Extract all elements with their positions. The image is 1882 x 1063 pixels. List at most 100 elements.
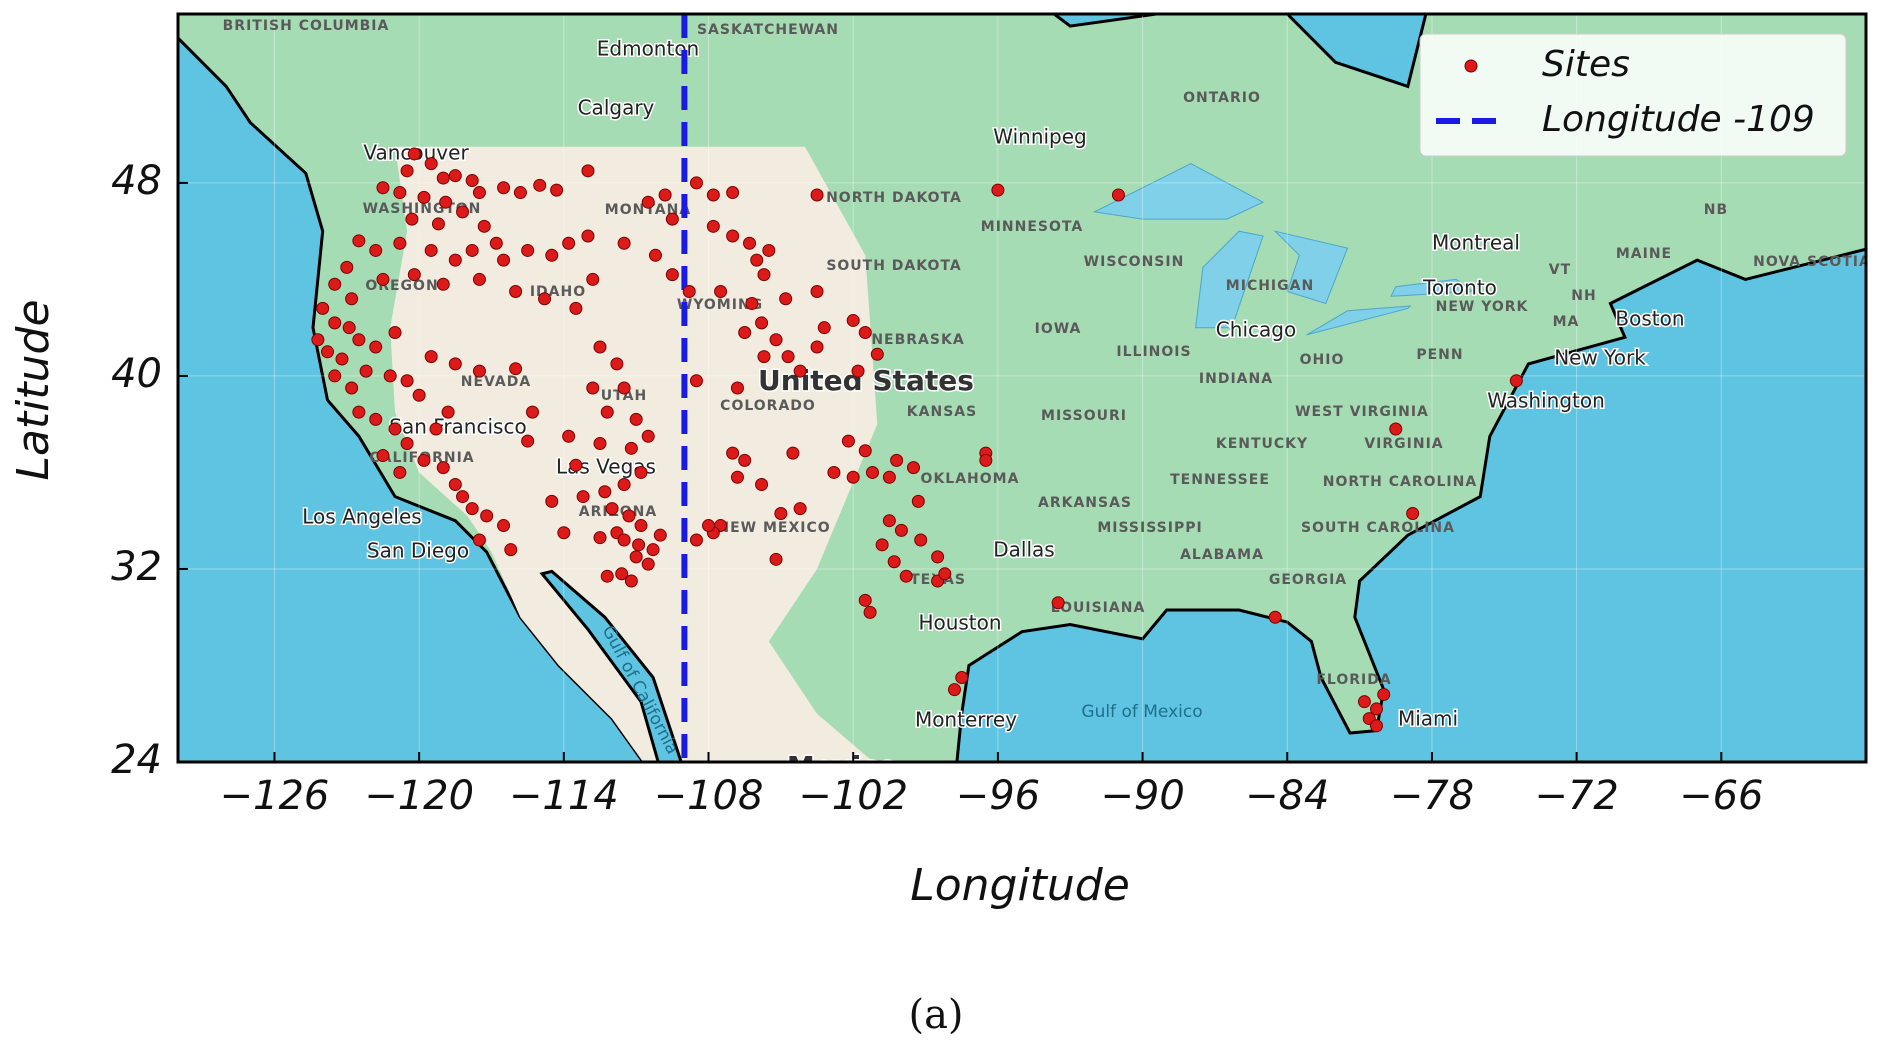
- site-point: [726, 229, 740, 243]
- y-tick-label: 24: [111, 737, 162, 783]
- site-point: [448, 478, 462, 492]
- site-point: [400, 164, 414, 178]
- site-point: [424, 350, 438, 364]
- site-point: [617, 381, 631, 395]
- site-point: [658, 188, 672, 202]
- map-label: Houston: [918, 611, 1001, 635]
- site-point: [504, 543, 518, 557]
- lake: [1092, 163, 1265, 220]
- site-point: [769, 333, 783, 347]
- site-point: [448, 169, 462, 183]
- map-label: MISSOURI: [1041, 408, 1127, 424]
- site-point: [781, 350, 795, 364]
- site-point: [562, 429, 576, 443]
- site-point: [581, 229, 595, 243]
- site-point: [726, 186, 740, 200]
- map-label: VT: [1549, 262, 1571, 278]
- x-axis-label: Longitude: [910, 860, 1130, 911]
- site-point: [991, 183, 1005, 197]
- site-point: [738, 453, 752, 467]
- site-point: [882, 470, 896, 484]
- x-tick-label: −114: [509, 773, 619, 819]
- site-point: [858, 444, 872, 458]
- site-point: [533, 178, 547, 192]
- site-point: [846, 313, 860, 327]
- site-point: [682, 284, 696, 298]
- site-point: [726, 446, 740, 460]
- site-point: [911, 494, 925, 508]
- site-point: [641, 429, 655, 443]
- map-label: SOUTH DAKOTA: [826, 258, 961, 274]
- site-point: [863, 605, 877, 619]
- map-label: COLORADO: [720, 398, 816, 414]
- site-point: [810, 284, 824, 298]
- site-point: [634, 465, 648, 479]
- site-point: [706, 188, 720, 202]
- map-label: Chicago: [1216, 318, 1296, 342]
- map-label: FLORIDA: [1316, 672, 1391, 688]
- site-point: [600, 405, 614, 419]
- map-label: NORTH CAROLINA: [1323, 474, 1477, 490]
- site-point: [1357, 695, 1371, 709]
- map-label: NOVA SCOTIA: [1753, 254, 1871, 270]
- site-point: [465, 243, 479, 257]
- site-point: [345, 381, 359, 395]
- map-label: PENN: [1416, 347, 1463, 363]
- x-tick-label: −120: [364, 773, 474, 819]
- caption: (a): [908, 992, 963, 1038]
- site-point: [714, 284, 728, 298]
- site-point: [979, 453, 993, 467]
- site-point: [593, 340, 607, 354]
- site-point: [465, 173, 479, 187]
- site-point: [810, 340, 824, 354]
- map-label: LOUISIANA: [1051, 600, 1146, 616]
- site-point: [793, 364, 807, 378]
- site-point: [1369, 719, 1383, 733]
- site-point: [436, 171, 450, 185]
- map-label: NH: [1571, 288, 1596, 304]
- lake: [1195, 230, 1264, 329]
- map-label: Dallas: [993, 538, 1054, 562]
- site-point: [890, 453, 904, 467]
- site-point: [786, 446, 800, 460]
- site-point: [887, 555, 901, 569]
- marks: [311, 14, 1523, 762]
- x-tick-label: −102: [798, 773, 908, 819]
- map-label: OREGON: [365, 278, 438, 294]
- legend-marker: [1464, 59, 1478, 73]
- site-point: [730, 470, 744, 484]
- site-point: [340, 260, 354, 274]
- site-point: [424, 157, 438, 171]
- site-point: [424, 243, 438, 257]
- site-point: [581, 164, 595, 178]
- site-point: [465, 502, 479, 516]
- site-point: [629, 550, 643, 564]
- site-point: [641, 557, 655, 571]
- site-point: [335, 352, 349, 366]
- map-labels: BRITISH COLUMBIA SASKATCHEWANEdmontonCalg…: [223, 18, 1871, 762]
- map-label: Boston: [1615, 307, 1684, 331]
- site-point: [706, 219, 720, 233]
- map-label: NEVADA: [461, 374, 531, 390]
- map-label: NEW MEXICO: [717, 520, 830, 536]
- site-point: [376, 181, 390, 195]
- site-point: [617, 478, 631, 492]
- map-label: TENNESSEE: [1170, 472, 1270, 488]
- site-point: [400, 374, 414, 388]
- site-point: [405, 212, 419, 226]
- map-label: United States: [758, 364, 974, 397]
- x-tick-label: −90: [1100, 773, 1184, 819]
- site-point: [359, 364, 373, 378]
- site-point: [738, 326, 752, 340]
- map-label: ALABAMA: [1180, 547, 1264, 563]
- site-point: [472, 364, 486, 378]
- map-label: WEST VIRGINIA: [1295, 404, 1429, 420]
- site-point: [328, 369, 342, 383]
- site-point: [1051, 596, 1065, 610]
- site-point: [393, 186, 407, 200]
- site-point: [653, 528, 667, 542]
- site-point: [448, 357, 462, 371]
- x-tick-label: −96: [956, 773, 1040, 819]
- site-point: [851, 364, 865, 378]
- y-tick-label: 32: [111, 544, 162, 590]
